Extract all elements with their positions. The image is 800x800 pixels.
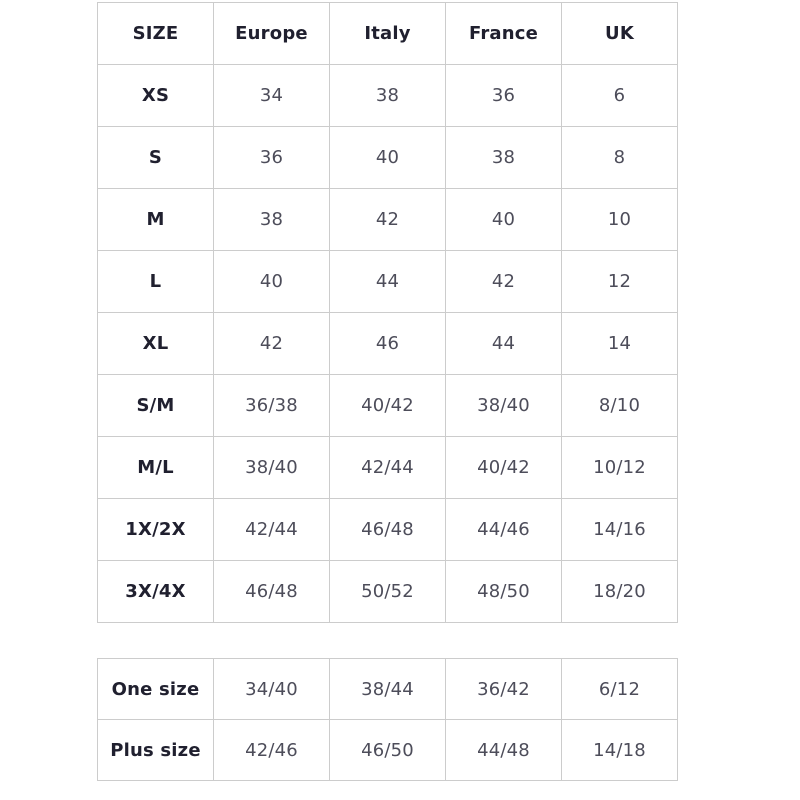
table-row: Plus size 42/46 46/50 44/48 14/18 (97, 719, 678, 781)
europe-value: 38/40 (213, 436, 330, 499)
france-value: 36/42 (445, 658, 562, 720)
uk-value: 10 (561, 188, 678, 251)
uk-value: 10/12 (561, 436, 678, 499)
italy-value: 46/50 (329, 719, 446, 781)
uk-value: 8 (561, 126, 678, 189)
column-header-europe: Europe (213, 2, 330, 65)
size-label: XS (97, 64, 214, 127)
column-header-italy: Italy (329, 2, 446, 65)
europe-value: 38 (213, 188, 330, 251)
size-label: S (97, 126, 214, 189)
italy-value: 38 (329, 64, 446, 127)
table-row: S/M 36/38 40/42 38/40 8/10 (97, 374, 678, 437)
column-header-france: France (445, 2, 562, 65)
europe-value: 36/38 (213, 374, 330, 437)
italy-value: 44 (329, 250, 446, 313)
table-row: XS 34 38 36 6 (97, 64, 678, 127)
italy-value: 40 (329, 126, 446, 189)
italy-value: 42/44 (329, 436, 446, 499)
size-conversion-chart: SIZE Europe Italy France UK XS 34 38 36 … (97, 2, 678, 781)
uk-value: 8/10 (561, 374, 678, 437)
europe-value: 34/40 (213, 658, 330, 720)
size-label: M/L (97, 436, 214, 499)
europe-value: 34 (213, 64, 330, 127)
france-value: 36 (445, 64, 562, 127)
europe-value: 46/48 (213, 560, 330, 623)
size-conversion-table: SIZE Europe Italy France UK XS 34 38 36 … (97, 2, 678, 623)
uk-value: 6/12 (561, 658, 678, 720)
column-header-uk: UK (561, 2, 678, 65)
size-label: One size (97, 658, 214, 720)
uk-value: 14 (561, 312, 678, 375)
uk-value: 12 (561, 250, 678, 313)
france-value: 48/50 (445, 560, 562, 623)
uk-value: 18/20 (561, 560, 678, 623)
france-value: 44/46 (445, 498, 562, 561)
france-value: 38/40 (445, 374, 562, 437)
italy-value: 50/52 (329, 560, 446, 623)
table-row: XL 42 46 44 14 (97, 312, 678, 375)
size-label: 1X/2X (97, 498, 214, 561)
table-header-row: SIZE Europe Italy France UK (97, 2, 678, 65)
italy-value: 40/42 (329, 374, 446, 437)
france-value: 38 (445, 126, 562, 189)
size-label: Plus size (97, 719, 214, 781)
size-label: L (97, 250, 214, 313)
europe-value: 42 (213, 312, 330, 375)
size-label: 3X/4X (97, 560, 214, 623)
table-row: 1X/2X 42/44 46/48 44/46 14/16 (97, 498, 678, 561)
uk-value: 14/18 (561, 719, 678, 781)
table-row: L 40 44 42 12 (97, 250, 678, 313)
italy-value: 38/44 (329, 658, 446, 720)
italy-value: 46 (329, 312, 446, 375)
table-row: One size 34/40 38/44 36/42 6/12 (97, 658, 678, 720)
europe-value: 42/46 (213, 719, 330, 781)
size-label: S/M (97, 374, 214, 437)
size-label: XL (97, 312, 214, 375)
column-header-size: SIZE (97, 2, 214, 65)
europe-value: 42/44 (213, 498, 330, 561)
table-row: M/L 38/40 42/44 40/42 10/12 (97, 436, 678, 499)
table-row: 3X/4X 46/48 50/52 48/50 18/20 (97, 560, 678, 623)
europe-value: 40 (213, 250, 330, 313)
europe-value: 36 (213, 126, 330, 189)
size-label: M (97, 188, 214, 251)
italy-value: 46/48 (329, 498, 446, 561)
france-value: 44/48 (445, 719, 562, 781)
uk-value: 14/16 (561, 498, 678, 561)
table-row: S 36 40 38 8 (97, 126, 678, 189)
france-value: 42 (445, 250, 562, 313)
table-row: M 38 42 40 10 (97, 188, 678, 251)
special-sizes-table: One size 34/40 38/44 36/42 6/12 Plus siz… (97, 658, 678, 781)
france-value: 40/42 (445, 436, 562, 499)
uk-value: 6 (561, 64, 678, 127)
france-value: 44 (445, 312, 562, 375)
france-value: 40 (445, 188, 562, 251)
italy-value: 42 (329, 188, 446, 251)
